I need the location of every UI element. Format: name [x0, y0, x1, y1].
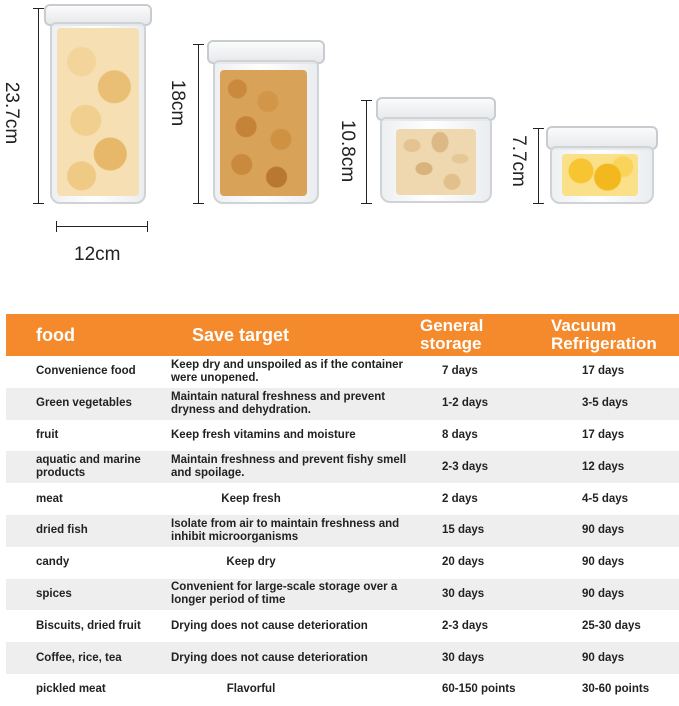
product-photo: 23.7cm 12cm 18cm 10.8cm 7.7cm [0, 0, 679, 300]
table-row: fruit Keep fresh vitamins and moisture 8… [6, 420, 679, 452]
cell-save-target: Drying does not cause deterioration [171, 651, 368, 664]
cell-vacuum-refrigeration: 12 days [582, 460, 625, 473]
jar-3 [380, 117, 492, 203]
cell-save-target: Drying does not cause deterioration [171, 619, 368, 632]
cell-general-storage: 20 days [442, 556, 485, 569]
dimension-line-jar-1-height [33, 8, 48, 204]
table-row: dried fish Isolate from air to maintain … [6, 514, 679, 547]
cell-general-storage: 30 days [442, 651, 485, 664]
cell-vacuum-refrigeration: 90 days [582, 524, 625, 537]
header-save-target: Save target [192, 325, 290, 345]
table-row: spices Convenient for large-scale storag… [6, 578, 679, 611]
jar-3-contents [396, 129, 476, 195]
cell-food: Biscuits, dried fruit [36, 619, 141, 632]
table-row: candy Keep dry 20 days 90 days [6, 547, 679, 579]
header-general-storage: General storage [420, 316, 484, 353]
cell-general-storage: 60-150 points [442, 683, 516, 696]
dimension-line-jar-1-width [56, 221, 148, 236]
cell-food: Convenience food [36, 365, 136, 378]
cell-food: aquatic and marine products [36, 454, 141, 480]
cell-general-storage: 2-3 days [442, 619, 489, 632]
cell-save-target: Maintain freshness and prevent fishy sme… [171, 454, 407, 480]
cell-general-storage: 8 days [442, 428, 478, 441]
cell-food: fruit [36, 428, 59, 441]
cell-general-storage: 7 days [442, 365, 478, 378]
cell-food: Coffee, rice, tea [36, 651, 122, 664]
dimension-line-jar-4-height [533, 128, 548, 204]
cell-vacuum-refrigeration: 90 days [582, 556, 625, 569]
dimension-jar-3-height: 10.8cm [337, 119, 359, 183]
cell-vacuum-refrigeration: 25-30 days [582, 619, 641, 632]
jar-2 [213, 60, 319, 204]
cell-vacuum-refrigeration: 4-5 days [582, 492, 629, 505]
cell-save-target: Keep fresh [221, 492, 281, 505]
table-row: Coffee, rice, tea Drying does not cause … [6, 642, 679, 674]
cell-save-target: Keep dry and unspoiled as if the contain… [171, 358, 403, 384]
jar-4-contents [562, 154, 638, 196]
cell-save-target: Flavorful [226, 683, 276, 696]
cell-save-target: Keep dry [226, 556, 276, 569]
jar-4 [550, 146, 654, 204]
cell-general-storage: 1-2 days [442, 397, 489, 410]
cell-vacuum-refrigeration: 17 days [582, 428, 625, 441]
cell-food: dried fish [36, 524, 88, 537]
header-vacuum-refrigeration: Vacuum Refrigeration [551, 316, 657, 353]
cell-save-target: Maintain natural freshness and prevent d… [171, 390, 386, 416]
cell-vacuum-refrigeration: 90 days [582, 651, 625, 664]
jar-2-contents [220, 70, 307, 196]
cell-food: spices [36, 587, 72, 600]
table-row: meat Keep fresh 2 days 4-5 days [6, 483, 679, 515]
cell-general-storage: 2-3 days [442, 460, 489, 473]
cell-save-target: Keep fresh vitamins and moisture [171, 428, 356, 441]
storage-table: food Save target General storage Vacuum … [6, 314, 679, 706]
cell-save-target: Convenient for large-scale storage over … [171, 581, 398, 607]
cell-general-storage: 30 days [442, 587, 485, 600]
table-header: food Save target General storage Vacuum … [6, 314, 679, 356]
cell-food: candy [36, 556, 70, 569]
cell-vacuum-refrigeration: 3-5 days [582, 397, 629, 410]
header-food: food [36, 325, 75, 345]
table-row: pickled meat Flavorful 60-150 points 30-… [6, 674, 679, 706]
cell-food: pickled meat [36, 683, 106, 696]
cell-vacuum-refrigeration: 30-60 points [582, 683, 650, 696]
table-row: Convenience food Keep dry and unspoiled … [6, 356, 679, 388]
dimension-jar-1-width: 12cm [74, 244, 121, 265]
jar-1 [50, 22, 146, 204]
table-row: Green vegetables Maintain natural freshn… [6, 387, 679, 420]
table-row: aquatic and marine products Maintain fre… [6, 451, 679, 484]
cell-vacuum-refrigeration: 17 days [582, 365, 625, 378]
cell-vacuum-refrigeration: 90 days [582, 587, 625, 600]
dimension-jar-2-height: 18cm [167, 79, 189, 127]
cell-general-storage: 15 days [442, 524, 485, 537]
cell-food: Green vegetables [36, 397, 132, 410]
cell-save-target: Isolate from air to maintain freshness a… [171, 517, 400, 543]
cell-food: meat [36, 492, 63, 505]
dimension-line-jar-2-height [193, 44, 208, 204]
cell-general-storage: 2 days [442, 492, 478, 505]
dimension-line-jar-3-height [361, 100, 376, 204]
jar-1-contents [57, 28, 139, 196]
dimension-jar-1-height: 23.7cm [1, 81, 23, 145]
dimension-jar-4-height: 7.7cm [507, 135, 529, 187]
table-row: Biscuits, dried fruit Drying does not ca… [6, 610, 679, 642]
